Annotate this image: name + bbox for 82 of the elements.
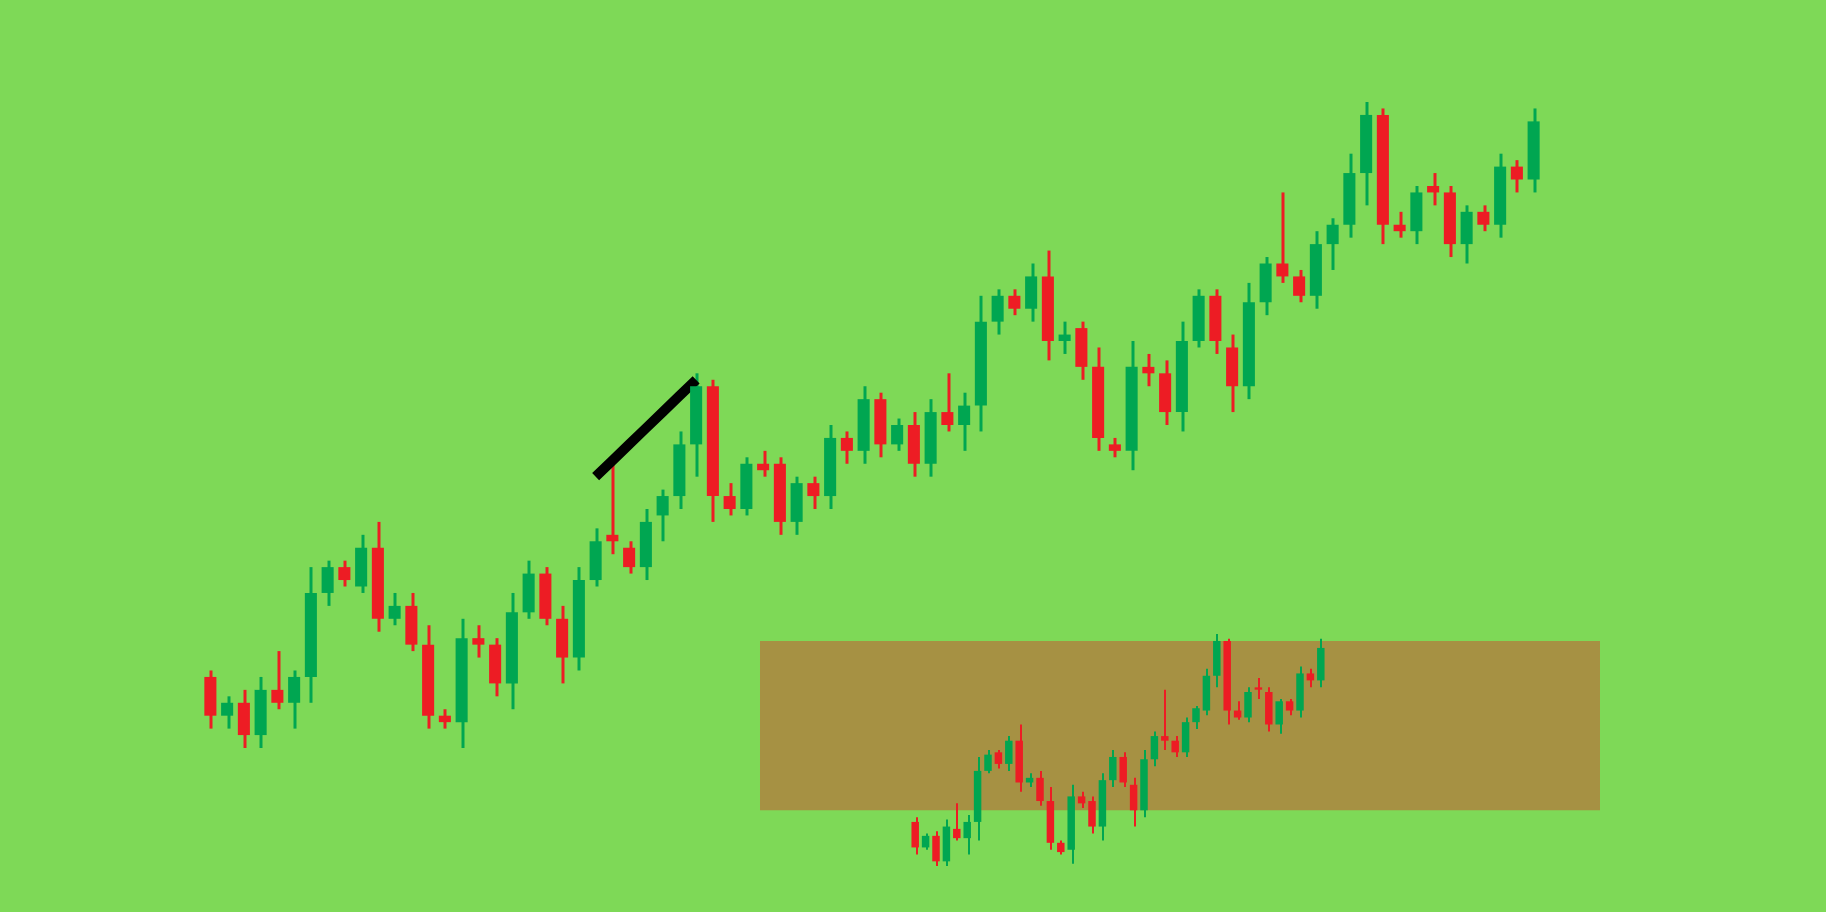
candlestick (1109, 749, 1117, 789)
candlestick (1317, 637, 1325, 689)
candlestick (405, 591, 418, 653)
candlestick (994, 749, 1003, 770)
candlestick (1058, 320, 1071, 356)
candlestick (472, 623, 485, 660)
candlestick (1075, 320, 1088, 382)
candlestick (932, 830, 940, 867)
candlestick (1265, 686, 1273, 733)
candlestick (891, 417, 904, 453)
candlestick (1226, 333, 1239, 414)
candlestick (539, 565, 552, 627)
candlestick (589, 526, 602, 588)
candlestick (489, 636, 502, 698)
candlestick (1108, 436, 1121, 459)
candlestick (907, 410, 920, 479)
candlestick (321, 559, 334, 608)
candlestick (1150, 730, 1159, 768)
candlestick (991, 287, 1004, 337)
candlestick (958, 391, 971, 453)
candlestick (1171, 735, 1179, 758)
candlestick (1192, 287, 1205, 349)
candlestick (953, 802, 961, 842)
candlestick (740, 455, 753, 517)
candlestick (1098, 772, 1107, 842)
candlestick (1477, 203, 1490, 233)
candlestick (1296, 665, 1304, 719)
candlestick (1036, 769, 1044, 807)
candlestick (1046, 786, 1055, 851)
candlestick (1159, 358, 1172, 427)
candlestick (338, 559, 351, 588)
candlestick (221, 694, 234, 731)
candlestick (254, 675, 267, 750)
candlestick (840, 429, 853, 466)
candlestick (606, 462, 619, 556)
candlestick (656, 488, 669, 543)
candlestick (1015, 723, 1023, 793)
candlestick (1275, 697, 1283, 735)
candlestick (942, 818, 951, 867)
candlestick (1410, 184, 1423, 246)
candlestick (388, 591, 401, 627)
candlestick (984, 749, 992, 775)
candlestick (1161, 688, 1169, 751)
candlestick (522, 559, 535, 621)
candlestick (1393, 210, 1406, 240)
candlestick (288, 668, 301, 731)
candlestick (1326, 216, 1339, 272)
candlestick (1213, 633, 1221, 689)
candlestick (790, 475, 803, 537)
candlestick (237, 688, 250, 750)
candlestick (1254, 677, 1263, 700)
candlestick (1276, 190, 1289, 285)
candlestick (355, 533, 368, 595)
candlestick (1142, 352, 1155, 388)
candlestick (623, 539, 636, 576)
candlestick (1306, 667, 1315, 689)
candlestick (1181, 716, 1190, 758)
candlestick (757, 449, 770, 479)
candlestick (911, 816, 919, 856)
candlestick (1119, 751, 1127, 789)
candlestick (1005, 735, 1013, 772)
candlestick (807, 475, 820, 511)
candlestick (1293, 268, 1306, 304)
candlestick (963, 813, 971, 856)
candlestick (1510, 158, 1523, 194)
candlestick (1244, 686, 1252, 724)
candlestick (204, 668, 217, 731)
candlestick (556, 604, 569, 685)
candlestick (723, 481, 736, 517)
candlestick (639, 507, 652, 582)
candlestick (874, 391, 887, 459)
candlestick (271, 649, 284, 711)
candlestick (941, 371, 954, 433)
candlestick (1427, 171, 1440, 207)
candlestick (1259, 255, 1272, 317)
candlestick (1233, 700, 1242, 721)
candlestick (1025, 262, 1038, 324)
candlestick (1129, 776, 1138, 828)
candlestick (1460, 203, 1473, 265)
candlestick (1209, 287, 1222, 356)
candlestick (1008, 287, 1021, 317)
candlestick (438, 707, 451, 731)
